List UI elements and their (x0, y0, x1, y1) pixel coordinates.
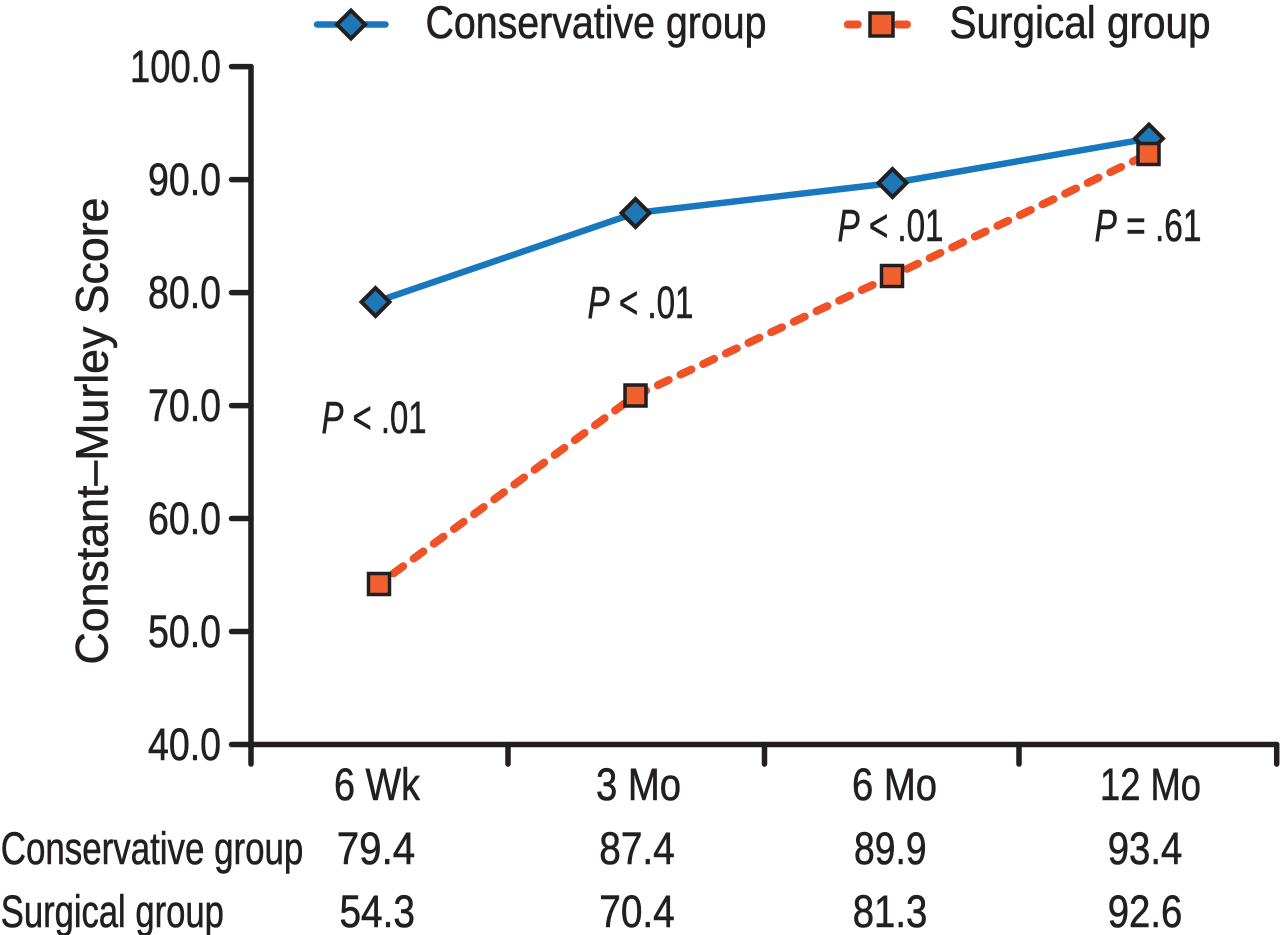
svg-text:54.3: 54.3 (339, 886, 415, 935)
svg-text:80.0: 80.0 (148, 267, 221, 318)
svg-text:Constant–Murley Score: Constant–Murley Score (67, 198, 118, 665)
svg-text:Conservative group: Conservative group (426, 0, 767, 48)
svg-text:P < .01: P < .01 (838, 200, 944, 251)
svg-text:P = .61: P = .61 (1095, 200, 1202, 251)
svg-text:100.0: 100.0 (130, 41, 221, 92)
svg-text:50.0: 50.0 (148, 606, 221, 657)
svg-text:90.0: 90.0 (148, 154, 221, 205)
svg-text:P < .01: P < .01 (322, 392, 427, 443)
svg-text:70.4: 70.4 (599, 886, 675, 935)
svg-text:89.9: 89.9 (854, 823, 927, 874)
svg-text:Conservative group: Conservative group (1, 823, 304, 874)
svg-text:92.6: 92.6 (1108, 886, 1183, 935)
svg-text:12 Mo: 12 Mo (1100, 759, 1201, 810)
svg-text:Surgical group: Surgical group (950, 0, 1211, 48)
svg-text:70.0: 70.0 (148, 380, 221, 431)
svg-text:6 Mo: 6 Mo (852, 759, 937, 810)
svg-text:87.4: 87.4 (599, 823, 675, 874)
svg-text:Surgical group: Surgical group (1, 886, 224, 935)
svg-text:P < .01: P < .01 (588, 277, 694, 328)
svg-text:81.3: 81.3 (853, 886, 928, 935)
svg-text:93.4: 93.4 (1108, 823, 1183, 874)
svg-text:6 Wk: 6 Wk (334, 759, 420, 810)
svg-text:3 Mo: 3 Mo (596, 759, 681, 810)
svg-text:79.4: 79.4 (337, 823, 416, 874)
svg-text:60.0: 60.0 (148, 493, 221, 544)
svg-text:40.0: 40.0 (148, 719, 221, 770)
